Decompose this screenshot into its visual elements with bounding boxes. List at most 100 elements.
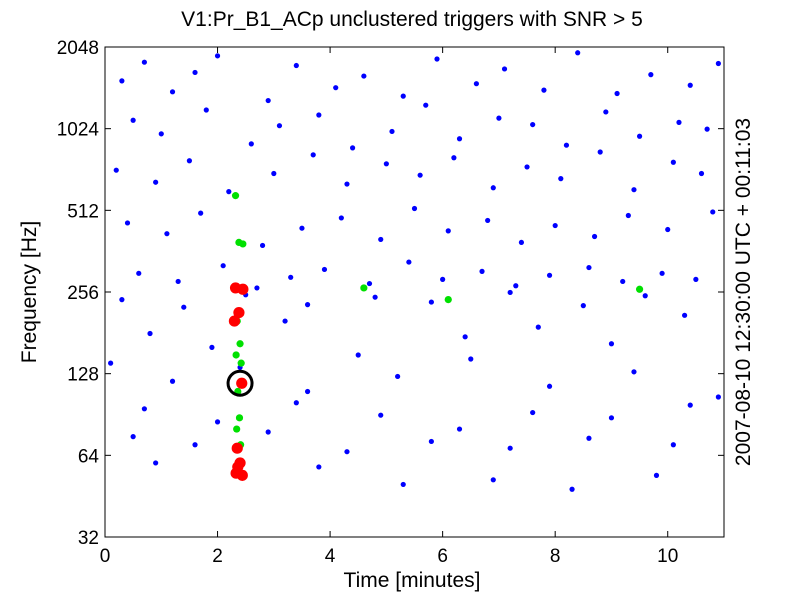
low-snr-point [552,222,558,229]
low-snr-point [670,159,676,165]
low-snr-point [136,270,142,276]
low-snr-point [563,142,570,148]
low-snr-point [169,378,176,384]
mid-snr-point [635,285,644,293]
low-snr-point [591,233,598,240]
low-snr-point [507,445,513,451]
low-snr-point [676,119,682,125]
low-snr-point [513,283,519,289]
low-snr-point [203,107,209,113]
low-snr-point [575,50,581,56]
low-snr-point [220,263,226,269]
low-snr-point [642,293,648,299]
low-snr-point [153,460,159,466]
time-origin-label: 2007-08-10 12:30:00 UTC + 00:11:03 [732,118,755,466]
low-snr-point [141,406,147,412]
low-snr-point [265,429,271,435]
low-snr-point [490,477,496,483]
low-snr-point [608,415,615,421]
low-snr-point [366,280,373,287]
low-snr-point [698,170,705,177]
low-snr-point [428,299,434,305]
low-snr-point [361,73,367,79]
low-snr-point [333,85,339,91]
high-snr-point [237,283,249,295]
low-snr-point [608,341,615,347]
low-snr-point [530,409,536,416]
low-snr-point [214,53,221,59]
low-snr-point [271,170,277,177]
low-snr-point [530,121,536,128]
low-snr-point [198,210,204,216]
low-snr-point [451,155,457,161]
low-snr-point [715,60,721,67]
low-snr-point [710,209,716,215]
y-tick-label: 64 [78,446,100,467]
low-snr-point [164,231,170,237]
low-snr-point [153,179,159,185]
low-snr-point [259,242,266,249]
low-snr-point [372,294,378,300]
low-snr-point [400,93,406,99]
low-snr-point [456,426,463,432]
y-axis-title: Frequency [Hz] [18,221,41,363]
low-snr-point [440,276,446,282]
low-snr-point [648,72,654,78]
low-snr-point [456,136,463,142]
low-snr-point [378,236,384,243]
low-snr-point [209,344,215,350]
low-snr-point [141,59,147,65]
low-snr-point [383,161,389,167]
low-snr-point [434,56,440,62]
y-tick-label: 256 [67,283,99,304]
y-tick-label: 512 [67,201,99,222]
y-tick-label: 32 [78,528,99,549]
low-snr-point [304,302,311,308]
low-snr-point [558,176,564,182]
low-snr-point [304,388,311,395]
low-snr-point [586,435,592,441]
low-snr-point [682,312,688,318]
mid-snr-point [236,340,244,348]
low-snr-point [473,81,479,87]
y-tick-label: 128 [67,365,99,386]
low-snr-point [546,383,553,389]
mid-snr-point [444,296,452,304]
low-snr-point [288,274,294,280]
y-tick-label: 1024 [57,120,100,141]
low-snr-point [124,220,131,226]
low-snr-point [406,259,412,265]
low-snr-point [614,90,620,97]
low-snr-point [282,318,288,324]
low-snr-point [214,419,221,425]
low-snr-point [355,352,361,358]
x-tick-label: 10 [657,546,678,567]
low-snr-point [378,412,384,418]
low-snr-point [569,486,575,492]
high-snr-point [236,469,248,481]
low-snr-point [462,334,468,340]
mid-snr-point [232,351,240,359]
low-snr-point [546,272,553,278]
low-snr-point [316,464,322,470]
mid-snr-point [235,414,244,422]
low-snr-point [580,303,586,309]
low-snr-point [299,225,305,231]
low-snr-point [389,128,395,135]
low-snr-point [687,402,693,408]
low-snr-point [265,97,271,104]
low-snr-point [670,442,676,448]
low-snr-point [181,304,187,310]
low-snr-point [147,330,153,337]
low-snr-point [192,442,198,448]
low-snr-point [400,481,406,488]
low-snr-point [625,212,631,219]
low-snr-point [130,117,136,123]
low-snr-point [631,369,637,375]
low-snr-point [276,123,283,129]
low-snr-point [423,102,429,108]
high-snr-point [228,315,241,327]
low-snr-point [653,472,660,478]
low-snr-point [350,145,356,151]
